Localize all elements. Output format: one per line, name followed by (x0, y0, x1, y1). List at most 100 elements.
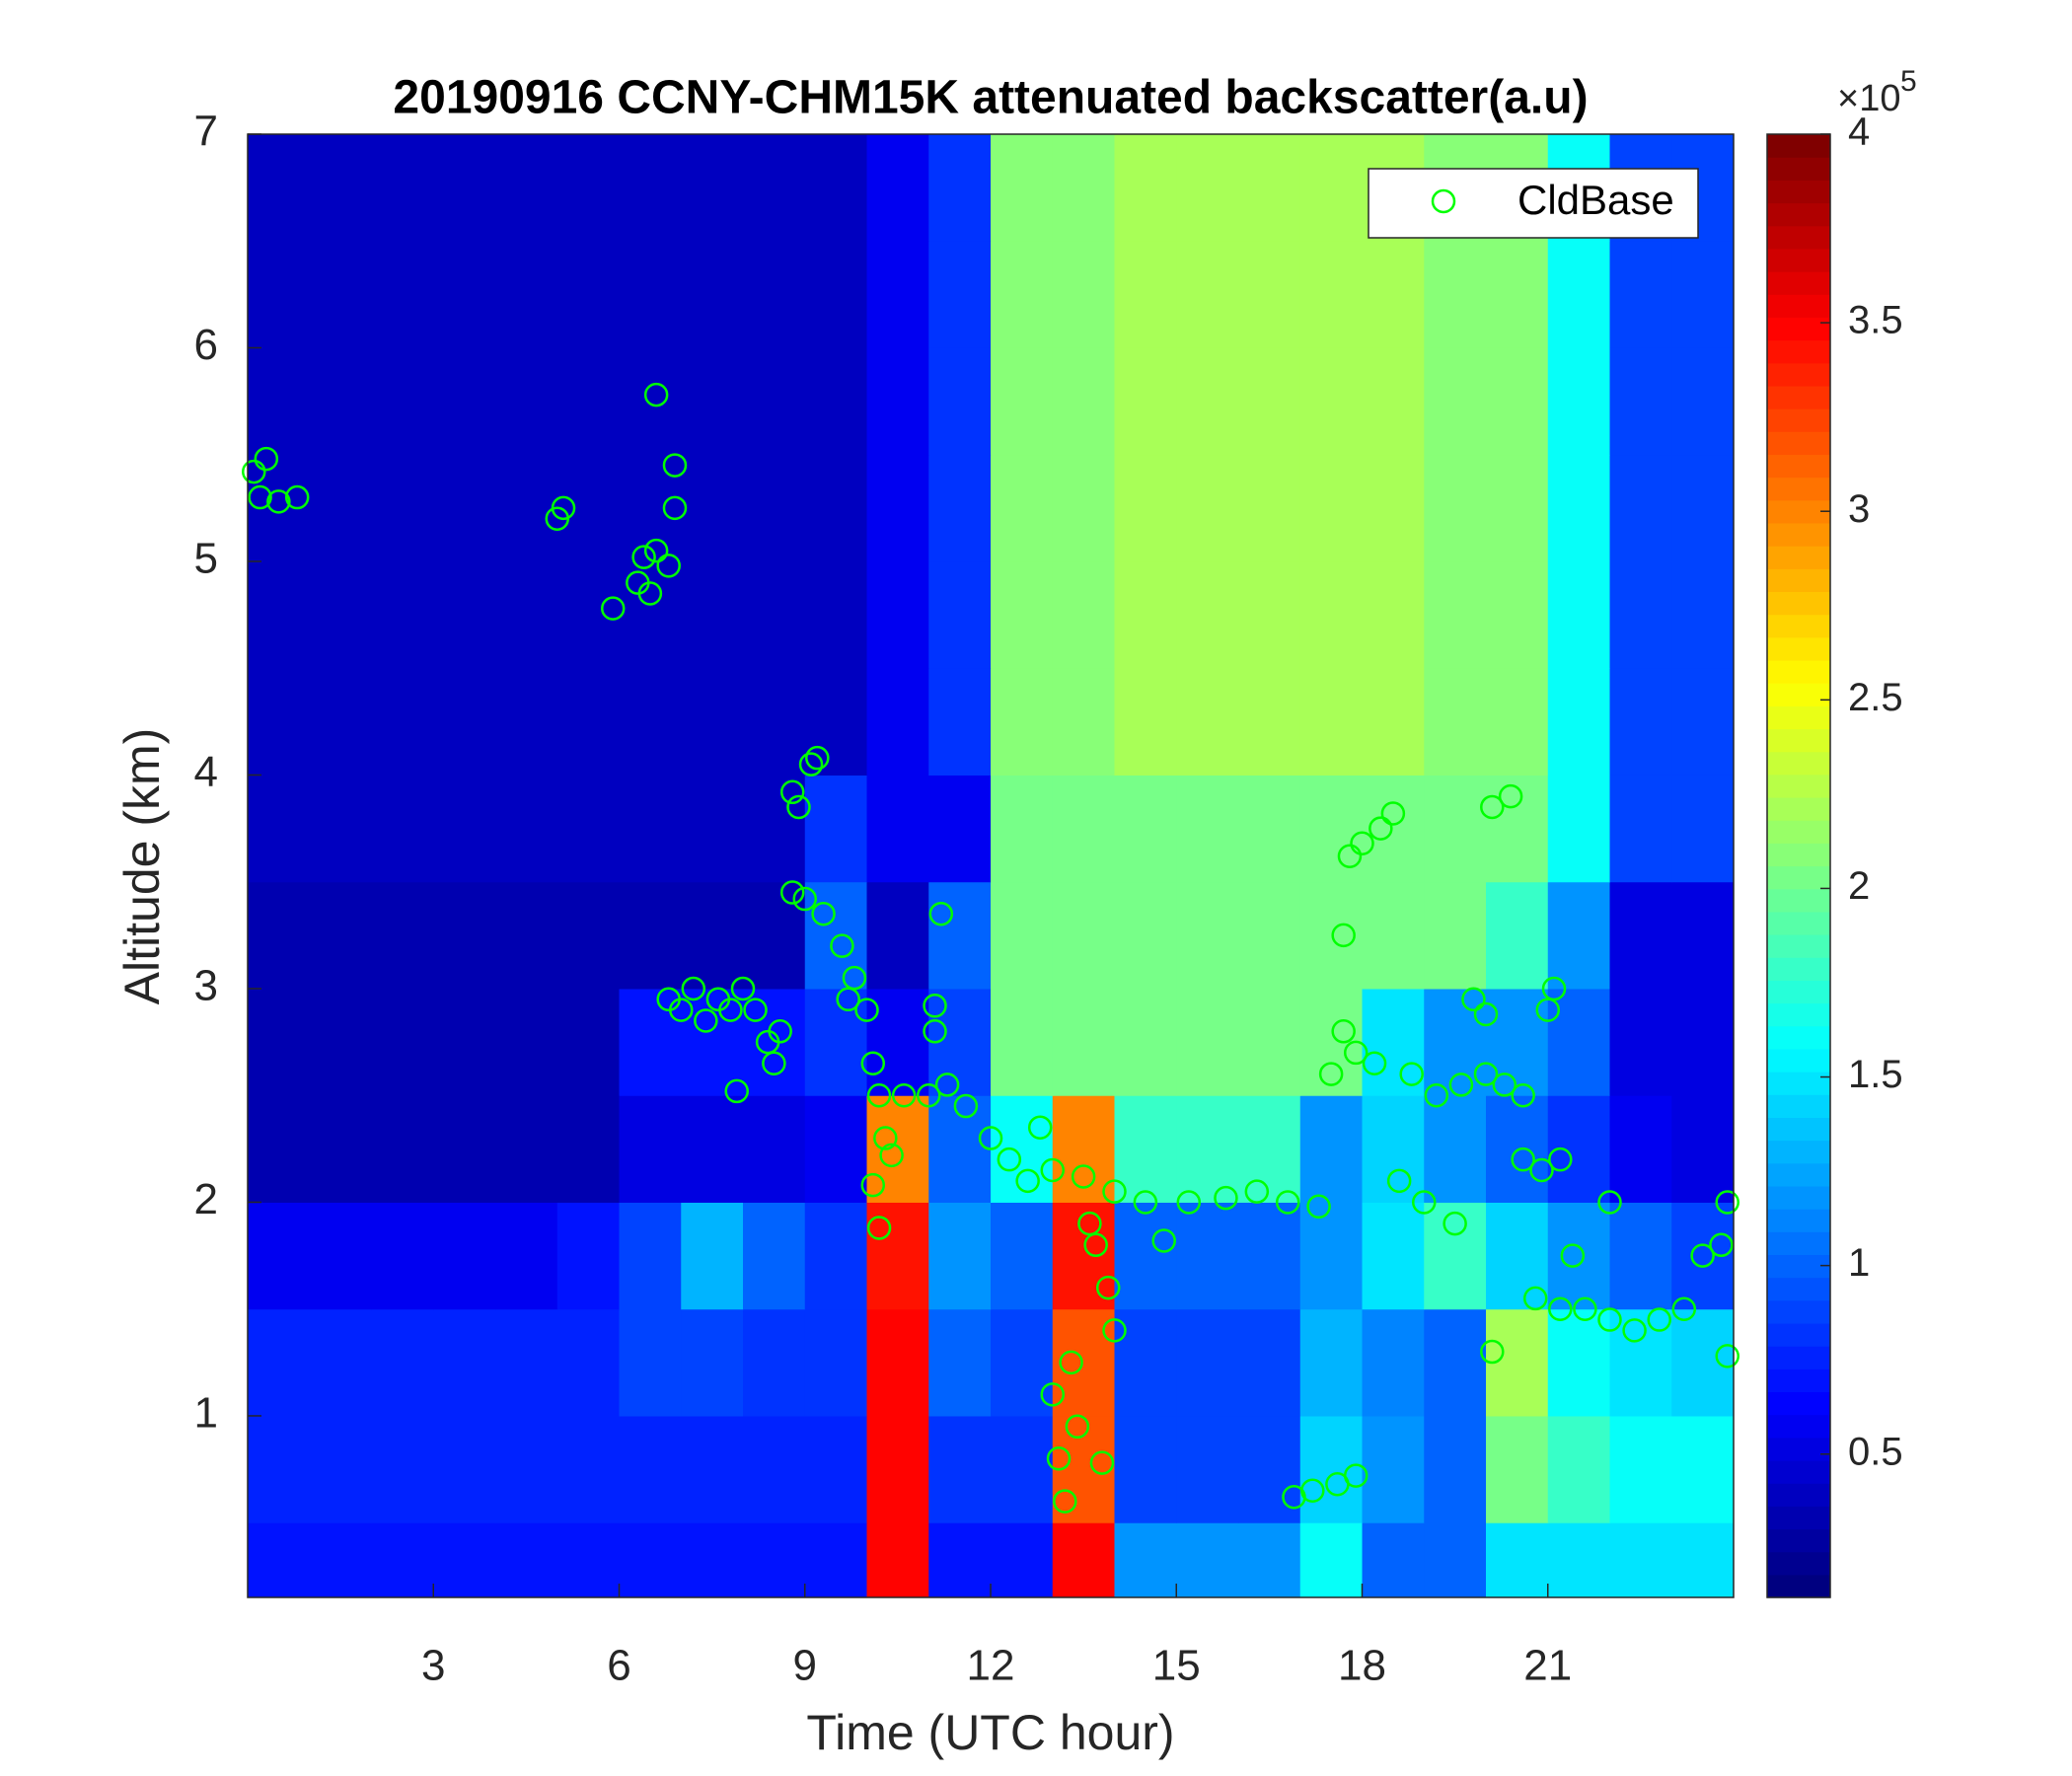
colorbar-segment (1767, 1209, 1830, 1232)
heatmap-cell (309, 881, 372, 990)
colorbar-segment (1767, 317, 1830, 341)
heatmap-cell (1176, 1415, 1239, 1523)
cloud-base-point (811, 901, 836, 926)
colorbar-segment (1767, 271, 1830, 295)
y-tick-label: 7 (194, 108, 218, 156)
colorbar-tick-label: 3 (1848, 487, 1870, 531)
cloud-base-point (1647, 1307, 1671, 1332)
heatmap-cell (1114, 1415, 1177, 1523)
heatmap-cell (1547, 1202, 1610, 1310)
heatmap-cell (991, 668, 1054, 776)
heatmap-cell (371, 988, 434, 1096)
cloud-base-point (1573, 1296, 1597, 1321)
heatmap-cell (1609, 668, 1672, 776)
heatmap-cell (556, 134, 620, 242)
heatmap-cell (1114, 881, 1177, 990)
colorbar-segment (1767, 1048, 1830, 1073)
colorbar-segment (1767, 385, 1830, 409)
colorbar-segment (1767, 1140, 1830, 1164)
heatmap-cell (1114, 560, 1177, 669)
heatmap-cell (1114, 454, 1177, 562)
heatmap-cell (1176, 775, 1239, 883)
heatmap-cell (1176, 881, 1239, 990)
heatmap-cell (991, 560, 1054, 669)
cloud-base-point (1498, 783, 1523, 809)
cloud-base-point (718, 998, 743, 1022)
colorbar-segment (1767, 1117, 1830, 1142)
cloud-base-point (1331, 1019, 1356, 1044)
heatmap-cell (1671, 668, 1735, 776)
cloud-base-point (923, 1019, 947, 1044)
legend-marker (1431, 188, 1456, 214)
colorbar-segment (1767, 454, 1830, 479)
heatmap-cell (681, 668, 744, 776)
heatmap-cell (1238, 347, 1301, 456)
heatmap-cell (1362, 241, 1425, 348)
cloud-base-point (681, 976, 706, 1001)
colorbar-segment (1767, 1369, 1830, 1393)
heatmap-cell (433, 775, 496, 883)
heatmap-cell (1486, 347, 1549, 456)
heatmap-cell (991, 241, 1054, 348)
cloud-base-point (891, 1082, 917, 1108)
cloud-base-point (1461, 987, 1486, 1012)
colorbar-segment (1767, 1346, 1830, 1369)
heatmap-cell (1052, 347, 1115, 456)
heatmap-cell (1424, 347, 1487, 456)
heatmap-cell (433, 1415, 496, 1523)
x-tick-label: 6 (607, 1642, 630, 1690)
cloud-base-point (1343, 1463, 1369, 1488)
heatmap-cell (1424, 668, 1487, 776)
cloud-base-point (1102, 1318, 1127, 1343)
cloud-base-point (1548, 1147, 1573, 1172)
heatmap-cell (556, 668, 620, 776)
heatmap-cell (371, 775, 434, 883)
heatmap-cell (743, 1308, 806, 1417)
x-tick-label: 18 (1338, 1642, 1386, 1690)
heatmap-cell (866, 1095, 929, 1203)
heatmap-cell (866, 881, 929, 990)
heatmap-cell (1238, 454, 1301, 562)
heatmap-cell (1609, 1202, 1672, 1310)
cloud-base-point (1480, 1339, 1505, 1365)
heatmap-cell (743, 775, 806, 883)
heatmap-cell (248, 1095, 311, 1203)
colorbar-segment (1767, 1185, 1830, 1210)
heatmap-cell (991, 775, 1054, 883)
cloud-base-point (1102, 1179, 1127, 1204)
heatmap-cell (743, 454, 806, 562)
heatmap-cell (1114, 241, 1177, 348)
heatmap-cell (619, 775, 682, 883)
cloud-base-point (1424, 1082, 1449, 1108)
cloud-base-point (854, 998, 879, 1022)
heatmap-cell (928, 454, 992, 562)
heatmap-cell (371, 1202, 434, 1310)
colorbar-segment (1767, 843, 1830, 867)
heatmap-cell (1176, 347, 1239, 456)
heatmap-cell (991, 1522, 1054, 1598)
heatmap-cell (1486, 775, 1549, 883)
colorbar-tick-label: 1.5 (1848, 1053, 1903, 1096)
colorbar-segment (1767, 1231, 1830, 1256)
heatmap-cell (1424, 454, 1487, 562)
heatmap-cell (495, 560, 558, 669)
heatmap-cell (928, 881, 992, 990)
heatmap-cell (1424, 560, 1487, 669)
heatmap-cell (1547, 560, 1610, 669)
heatmap-cell (1671, 1095, 1735, 1203)
heatmap-cell (928, 1415, 992, 1523)
heatmap-cell (1609, 347, 1672, 456)
heatmap-cell (681, 775, 744, 883)
heatmap-cell (371, 241, 434, 348)
heatmap-cell (1299, 1095, 1363, 1203)
heatmap-cell (866, 1202, 929, 1310)
colorbar-tick-label: 2.5 (1848, 676, 1903, 719)
heatmap-cell (928, 668, 992, 776)
heatmap-cell (928, 1095, 992, 1203)
heatmap-cell (743, 1522, 806, 1598)
heatmap-cell (991, 1415, 1054, 1523)
heatmap-cell (433, 1522, 496, 1598)
cloud-base-point (1077, 1211, 1102, 1236)
heatmap-cell (928, 241, 992, 348)
